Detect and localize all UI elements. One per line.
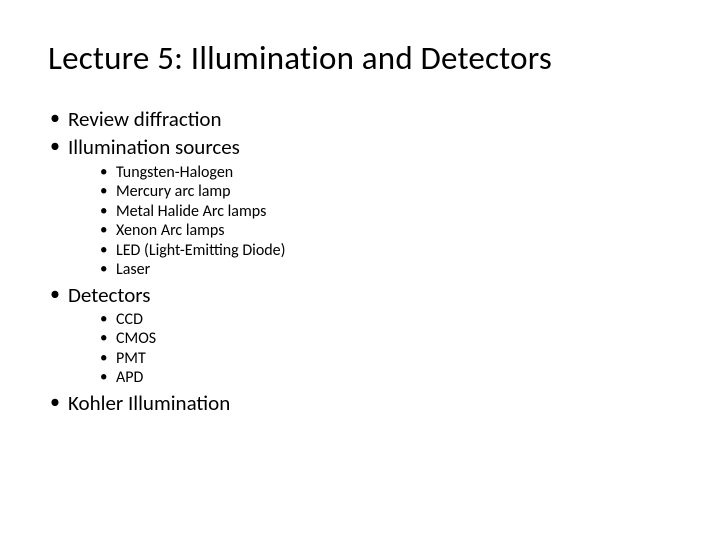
bullet-level1: Review diffraction bbox=[48, 106, 672, 132]
sub-bullet-list: Tungsten-Halogen Mercury arc lamp Metal … bbox=[68, 163, 672, 280]
bullet-level1: Kohler Illumination bbox=[48, 390, 672, 416]
bullet-list: Review diffraction Illumination sources … bbox=[48, 106, 672, 416]
bullet-text: CMOS bbox=[116, 329, 156, 348]
sub-bullet-list: CCD CMOS PMT APD bbox=[68, 310, 672, 388]
bullet-text: Mercury arc lamp bbox=[116, 182, 231, 201]
bullet-text: Illumination sources bbox=[68, 134, 240, 160]
bullet-text: Laser bbox=[116, 260, 150, 279]
bullet-level2: APD bbox=[68, 368, 672, 388]
bullet-level2: Mercury arc lamp bbox=[68, 182, 672, 202]
slide: Lecture 5: Illumination and Detectors Re… bbox=[0, 0, 720, 540]
bullet-level2: Xenon Arc lamps bbox=[68, 221, 672, 241]
slide-title: Lecture 5: Illumination and Detectors bbox=[48, 38, 672, 78]
bullet-text: CCD bbox=[116, 310, 143, 329]
bullet-level2: Tungsten-Halogen bbox=[68, 163, 672, 183]
bullet-text: APD bbox=[116, 368, 143, 387]
bullet-text: Metal Halide Arc lamps bbox=[116, 202, 266, 221]
bullet-level2: CCD bbox=[68, 310, 672, 330]
bullet-level1: Detectors CCD CMOS PMT APD bbox=[48, 282, 672, 388]
bullet-level2: Metal Halide Arc lamps bbox=[68, 202, 672, 222]
bullet-text: Tungsten-Halogen bbox=[116, 163, 233, 182]
bullet-text: Kohler Illumination bbox=[68, 390, 230, 416]
bullet-text: PMT bbox=[116, 349, 146, 368]
bullet-level2: LED (Light-Emitting Diode) bbox=[68, 241, 672, 261]
bullet-level2: Laser bbox=[68, 260, 672, 280]
bullet-text: Review diffraction bbox=[68, 106, 222, 132]
bullet-level2: PMT bbox=[68, 349, 672, 369]
bullet-text: Detectors bbox=[68, 282, 150, 308]
bullet-level1: Illumination sources Tungsten-Halogen Me… bbox=[48, 134, 672, 279]
bullet-text: Xenon Arc lamps bbox=[116, 221, 225, 240]
bullet-text: LED (Light-Emitting Diode) bbox=[116, 241, 286, 260]
bullet-level2: CMOS bbox=[68, 329, 672, 349]
